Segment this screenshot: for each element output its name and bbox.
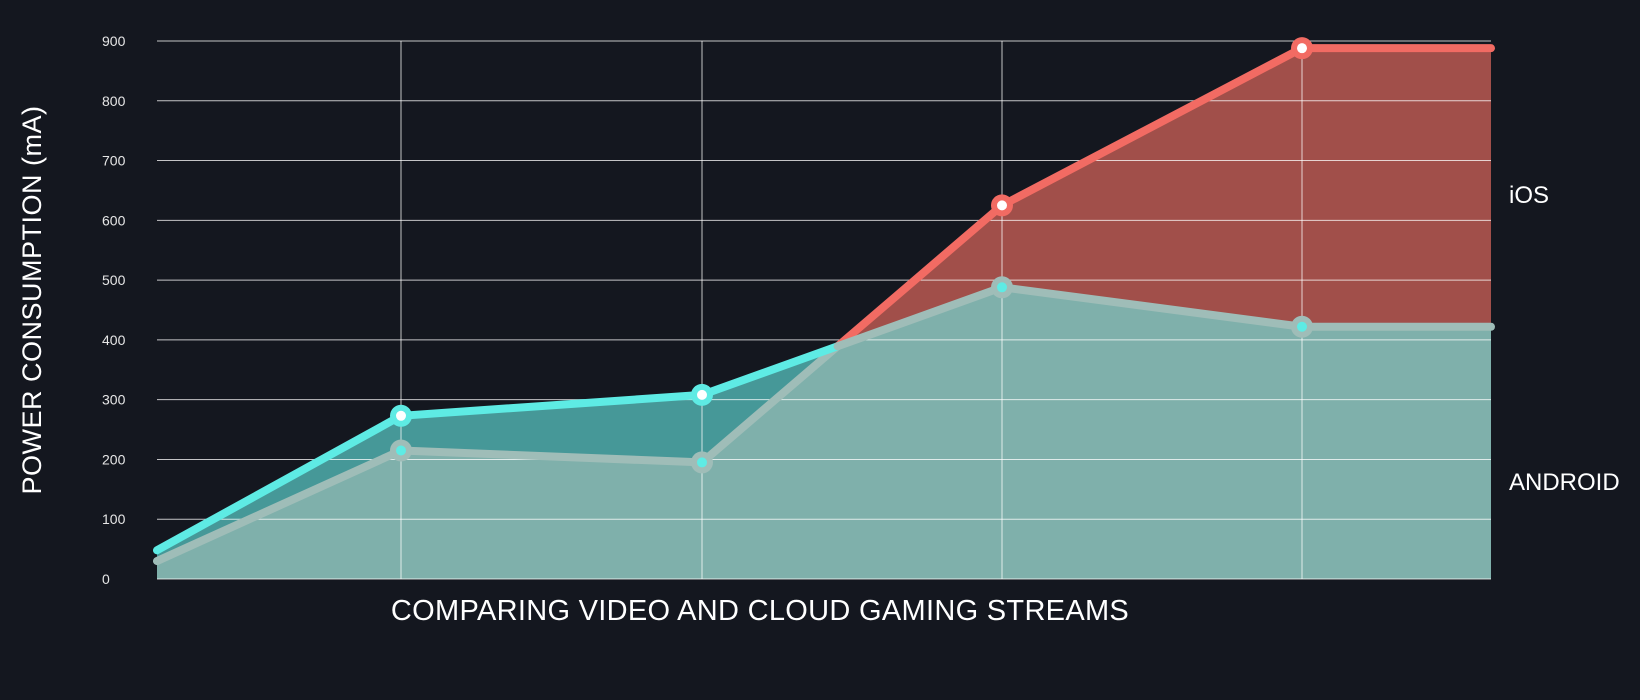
marker-dot-android-2	[697, 389, 707, 400]
grid	[157, 40, 1491, 580]
line-ios-2b	[833, 201, 1006, 351]
line-ios-3	[998, 44, 1306, 210]
area-fill-overlap	[157, 287, 1491, 579]
y-axis-label: POWER CONSUMPTION (mA)	[17, 106, 47, 495]
marker-dot-ios-4	[1297, 43, 1307, 54]
series-label-ios: iOS	[1509, 182, 1549, 209]
line-android-2a	[698, 342, 842, 399]
y-tick-label-500: 500	[102, 272, 126, 288]
marker-dot-android-1	[396, 410, 406, 421]
y-tick-label-700: 700	[102, 153, 126, 169]
y-tick-label-400: 400	[102, 332, 126, 348]
y-tick-label-100: 100	[102, 511, 126, 527]
x-axis-label: COMPARING VIDEO AND CLOUD GAMING STREAMS	[391, 595, 1129, 627]
y-tick-label-900: 900	[102, 33, 126, 49]
y-tick-label-800: 800	[102, 93, 126, 109]
y-tick-label-200: 200	[102, 451, 126, 467]
line-ios-2a	[698, 342, 842, 467]
line-android-0	[153, 411, 405, 555]
line-android-1	[397, 390, 706, 420]
y-tick-label-600: 600	[102, 212, 126, 228]
line-ios-1	[397, 446, 706, 467]
marker-dot-android-3	[997, 282, 1007, 293]
y-tick-label-0: 0	[102, 571, 110, 587]
marker-dot-ios-3	[997, 200, 1007, 211]
marker-dot-ios-1	[396, 445, 406, 456]
point-markers	[390, 37, 1313, 474]
line-android-2b	[833, 283, 1006, 351]
area-fill-ios-1	[837, 48, 1491, 347]
marker-dot-ios-2	[697, 457, 707, 468]
series-lines	[153, 44, 1495, 566]
series-label-android: ANDROID	[1509, 469, 1620, 496]
line-android-3	[998, 283, 1306, 331]
marker-dot-android-4	[1297, 321, 1307, 332]
y-axis-ticks: 0 100 200 300 400 500 600 700 800 900	[102, 33, 126, 587]
line-ios-0	[153, 446, 405, 566]
y-tick-label-300: 300	[102, 392, 126, 408]
area-fills	[157, 48, 1491, 579]
